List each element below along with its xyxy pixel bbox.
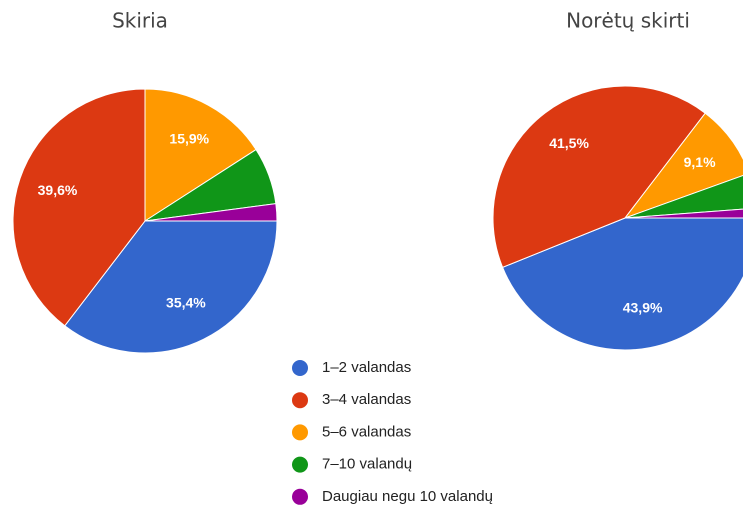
value-label: 15,9% xyxy=(169,131,209,147)
legend-swatch xyxy=(292,488,308,505)
value-label: 35,4% xyxy=(166,295,206,311)
pie-slice xyxy=(64,220,278,354)
legend-label: 5–6 valandas xyxy=(322,423,411,440)
pie-slice xyxy=(144,88,257,222)
legend-swatch xyxy=(292,424,308,441)
pie-slice xyxy=(12,88,146,327)
legend-label: 1–2 valandas xyxy=(322,359,411,376)
pie-slice xyxy=(624,174,743,219)
legend-swatch xyxy=(292,456,308,473)
legend-swatch xyxy=(292,392,308,409)
pie-slice xyxy=(144,203,278,222)
value-label: 41,5% xyxy=(549,135,589,151)
legend-label: Daugiau negu 10 valandų xyxy=(322,488,493,505)
legend-label: 3–4 valandas xyxy=(322,391,411,408)
chart-title: Norėtų skirti xyxy=(566,9,690,33)
pie-slice xyxy=(624,208,743,219)
pie-slice xyxy=(623,112,743,220)
value-label: 39,6% xyxy=(38,182,78,198)
chart-title: Skiria xyxy=(112,9,168,33)
value-label: 9,1% xyxy=(684,154,716,170)
pie-slice xyxy=(501,217,743,351)
value-label: 43,9% xyxy=(623,299,663,315)
legend-label: 7–10 valandų xyxy=(322,456,412,473)
pie-slice xyxy=(492,85,706,269)
legend-swatch xyxy=(292,360,308,376)
